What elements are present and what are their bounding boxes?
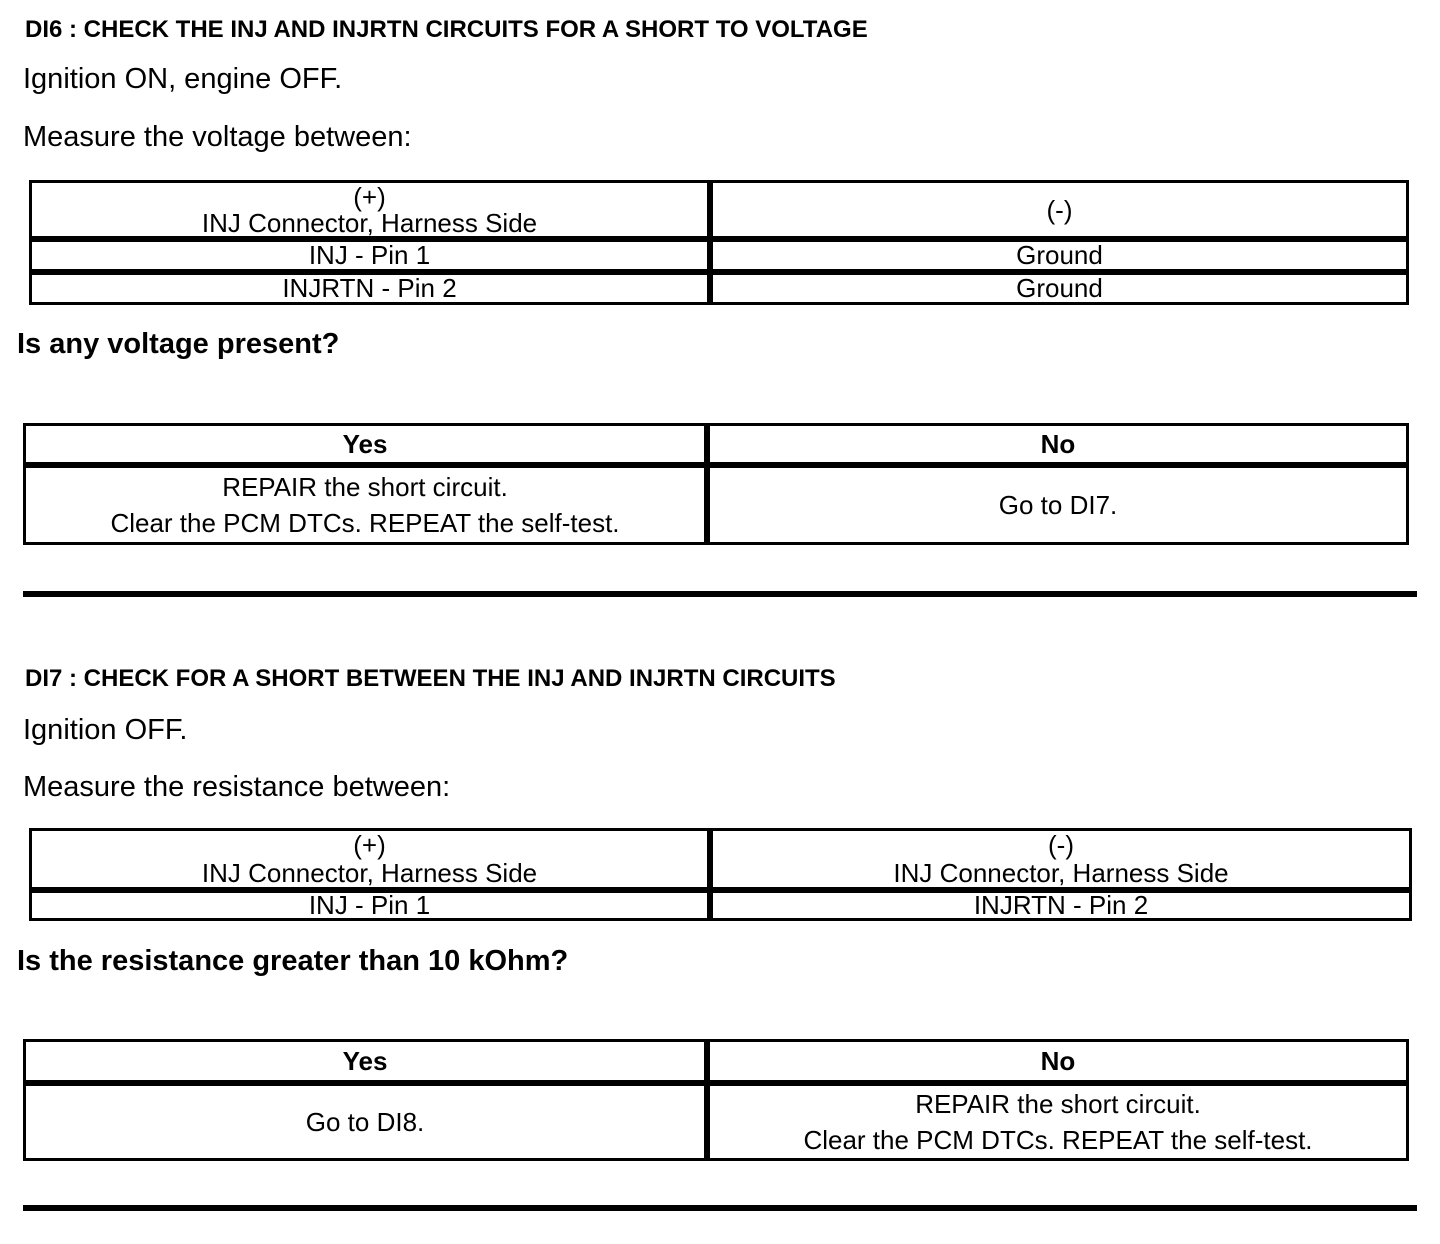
- no-action-cell: Go to DI7.: [707, 465, 1409, 545]
- table-row: INJRTN - Pin 2 Ground: [29, 272, 1409, 305]
- yes-action-cell: REPAIR the short circuit. Clear the PCM …: [23, 465, 707, 545]
- action-line: Go to DI8.: [305, 1107, 425, 1137]
- di6-decision-table: Yes No REPAIR the short circuit. Clear t…: [23, 423, 1409, 545]
- no-action-cell: REPAIR the short circuit. Clear the PCM …: [707, 1083, 1409, 1161]
- action-line: Go to DI7.: [998, 490, 1118, 520]
- measure-point-cell: INJ - Pin 1: [29, 890, 710, 921]
- di7-instruction-ignition: Ignition OFF.: [23, 714, 188, 746]
- no-header: No: [707, 1039, 1409, 1083]
- connector-label: INJ Connector, Harness Side: [893, 858, 1229, 888]
- positive-lead-header: (+) INJ Connector, Harness Side: [29, 828, 710, 890]
- measure-point-cell: INJRTN - Pin 2: [710, 890, 1412, 921]
- polarity-plus-label: (+): [353, 830, 386, 860]
- di6-instruction-ignition: Ignition ON, engine OFF.: [23, 63, 343, 95]
- di7-decision-table: Yes No Go to DI8. REPAIR the short circu…: [23, 1039, 1409, 1161]
- polarity-minus-label: (-): [1046, 195, 1073, 225]
- action-line: Clear the PCM DTCs. REPEAT the self-test…: [110, 508, 620, 538]
- table-row: Go to DI8. REPAIR the short circuit. Cle…: [23, 1083, 1409, 1161]
- di6-instruction-measure: Measure the voltage between:: [23, 121, 412, 153]
- polarity-plus-label: (+): [353, 182, 386, 212]
- page-bottom-rule: [23, 1205, 1417, 1211]
- measure-point-cell: INJ - Pin 1: [29, 239, 710, 272]
- connector-label: INJ Connector, Harness Side: [201, 208, 538, 238]
- di6-measurement-table: (+) INJ Connector, Harness Side (-) INJ …: [29, 180, 1409, 305]
- di7-instruction-measure: Measure the resistance between:: [23, 771, 451, 803]
- action-line: REPAIR the short circuit.: [915, 1089, 1201, 1119]
- table-header-row: Yes No: [23, 423, 1409, 465]
- di7-question: Is the resistance greater than 10 kOhm?: [17, 945, 569, 977]
- section-di7-title: DI7 : CHECK FOR A SHORT BETWEEN THE INJ …: [25, 665, 836, 692]
- di7-measurement-table: (+) INJ Connector, Harness Side (-) INJ …: [29, 828, 1412, 921]
- negative-lead-header: (-) INJ Connector, Harness Side: [710, 828, 1412, 890]
- yes-header: Yes: [23, 423, 707, 465]
- table-header-row: (+) INJ Connector, Harness Side (-) INJ …: [29, 828, 1412, 890]
- table-header-row: (+) INJ Connector, Harness Side (-): [29, 180, 1409, 239]
- section-di6-title: DI6 : CHECK THE INJ AND INJRTN CIRCUITS …: [25, 16, 868, 43]
- action-line: REPAIR the short circuit.: [222, 472, 508, 502]
- di6-question: Is any voltage present?: [17, 328, 340, 360]
- positive-lead-header: (+) INJ Connector, Harness Side: [29, 180, 710, 239]
- measure-point-cell: Ground: [710, 239, 1409, 272]
- polarity-minus-label: (-): [1048, 830, 1074, 860]
- negative-lead-header: (-): [710, 180, 1409, 239]
- section-divider: [23, 591, 1417, 597]
- table-header-row: Yes No: [23, 1039, 1409, 1083]
- action-line: Clear the PCM DTCs. REPEAT the self-test…: [803, 1125, 1313, 1155]
- measure-point-cell: INJRTN - Pin 2: [29, 272, 710, 305]
- yes-action-cell: Go to DI8.: [23, 1083, 707, 1161]
- table-row: INJ - Pin 1 Ground: [29, 239, 1409, 272]
- no-header: No: [707, 423, 1409, 465]
- yes-header: Yes: [23, 1039, 707, 1083]
- table-row: INJ - Pin 1 INJRTN - Pin 2: [29, 890, 1412, 921]
- measure-point-cell: Ground: [710, 272, 1409, 305]
- table-row: REPAIR the short circuit. Clear the PCM …: [23, 465, 1409, 545]
- connector-label: INJ Connector, Harness Side: [201, 858, 538, 888]
